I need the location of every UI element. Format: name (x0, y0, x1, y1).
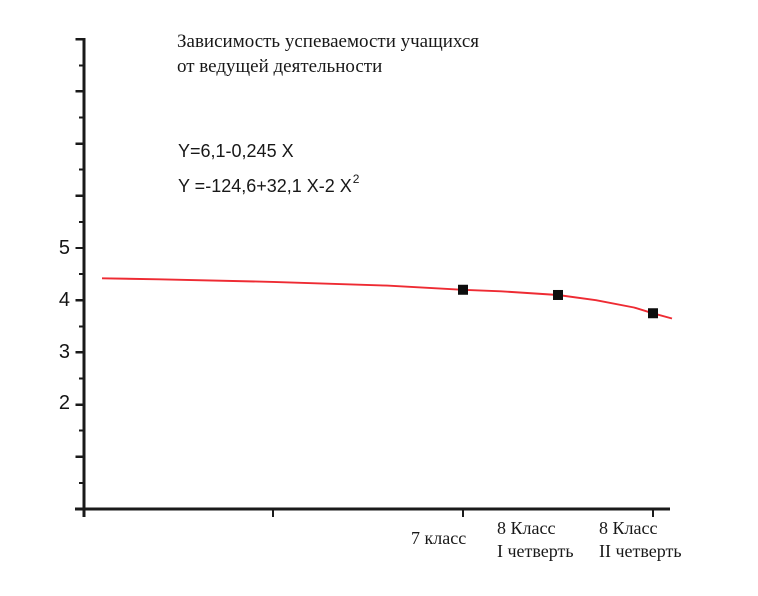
regression-curve (101, 277, 673, 320)
y-axis-tick-label-2: 2 (58, 392, 70, 414)
x-axis-label-line: I четверть (497, 541, 574, 561)
chart-title: Зависимость успеваемости учащихся от вед… (177, 29, 479, 79)
equation-quadratic: Y =-124,6+32,1 X-2 X2 (178, 172, 360, 197)
equation-linear-text: Y=6,1-0,245 X (178, 141, 294, 161)
x-axis-label-8-klass-1-chetvert: 8 Класс I четверть (497, 517, 574, 563)
x-axis-label-line: 7 класс (411, 528, 467, 548)
chart-title-line1: Зависимость успеваемости учащихся (177, 31, 480, 52)
y-axis-tick-label-5: 5 (58, 237, 70, 259)
equation-quadratic-superscript: 2 (352, 172, 360, 186)
x-axis-label-7-klass: 7 класс (411, 527, 466, 550)
chart-title-line2: от ведущей деятельности (177, 56, 383, 77)
equation-linear: Y=6,1-0,245 X (178, 141, 294, 162)
x-axis-label-8-klass-2-chetvert: 8 Класс II четверть (599, 517, 682, 563)
x-axis-label-line: 8 Класс (599, 518, 658, 538)
y-axis-tick-label-4: 4 (58, 289, 70, 311)
data-point-marker (458, 284, 468, 295)
equation-quadratic-text: Y =-124,6+32,1 X-2 X (178, 176, 352, 196)
data-point-marker (553, 289, 563, 300)
x-axis-label-line: 8 Класс (497, 518, 556, 538)
x-axis-label-line: II четверть (599, 541, 682, 561)
y-axis-tick-label-3: 3 (58, 341, 70, 363)
data-point-marker (648, 308, 658, 319)
